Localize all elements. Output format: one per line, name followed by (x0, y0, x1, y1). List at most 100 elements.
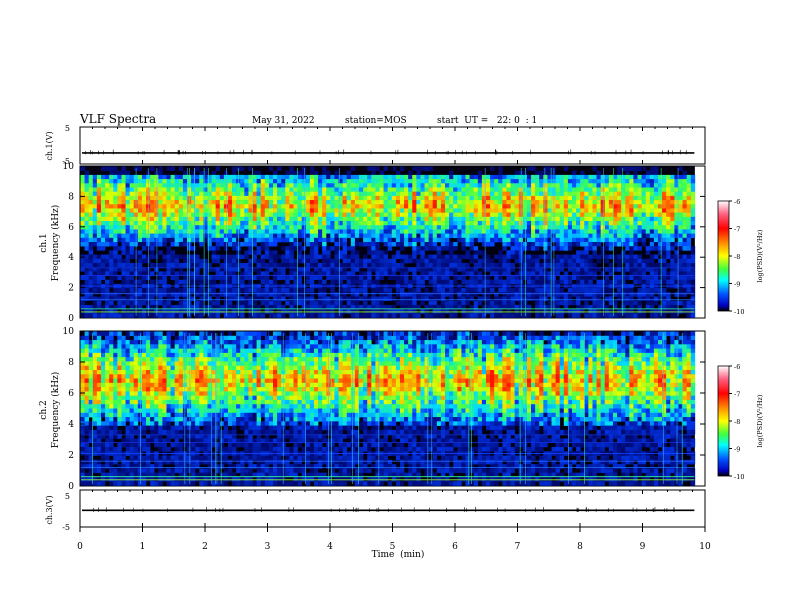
ch1-spectrogram-cell (658, 275, 663, 281)
ch1-spectrogram-cell (690, 267, 696, 272)
ch1-spectrogram-cell (113, 174, 118, 180)
ch1-spectrogram-cell (289, 195, 294, 201)
ch1-spectrogram-cell (604, 258, 610, 264)
ch1-spectrogram-cell (105, 237, 110, 243)
ch1-spectrogram-cell (162, 174, 167, 180)
ch1-spectrogram-cell (510, 229, 515, 234)
ch1-spectrogram-cell (477, 233, 483, 239)
ch1-spectrogram-cell (572, 271, 577, 276)
ch1-spectrogram-cell (117, 288, 122, 293)
ch1-spectrogram-cell (490, 187, 495, 192)
ch1-spectrogram-cell (285, 195, 290, 201)
ch1-spectrogram-cell (375, 212, 380, 218)
ch1-spectrogram-cell (531, 183, 536, 188)
ch1-spectrogram-cell (215, 275, 221, 281)
ch1-spectrogram-cell (617, 267, 622, 272)
ch1-spectrogram-cell (653, 288, 659, 293)
ch1-spectrogram-cell (281, 246, 286, 251)
ch1-spectrogram-cell (436, 237, 442, 243)
ch1-spectrogram-cell (84, 267, 89, 272)
ch1-spectrogram-cell (666, 221, 671, 226)
ch1-spectrogram-cell (658, 262, 663, 268)
ch1-spectrogram-cell (576, 187, 581, 192)
ch1-spectrogram-cell (453, 204, 458, 209)
ch1-spectrogram-cell (338, 275, 343, 281)
ch1-spectrogram-cell (436, 254, 442, 260)
ch1-spectrogram-cell (563, 271, 569, 276)
ch1-spectrogram-cell (367, 221, 372, 226)
ch1-spectrogram-cell (547, 292, 552, 297)
ch1-spectrogram-cell (293, 208, 298, 213)
ch1-spectrogram-cell (506, 237, 511, 243)
ch1-spectrogram-cell (113, 242, 118, 247)
ch1-spectrogram-cell (109, 258, 114, 264)
ch1-spectrogram-cell (391, 183, 397, 188)
ch1-spectrogram-cell (281, 204, 286, 209)
ch1-spectrogram-cell (170, 292, 176, 297)
ch1-spectrogram-cell (383, 258, 388, 264)
ch1-spectrogram-cell (170, 296, 176, 302)
ch1-spectrogram-cell (186, 267, 192, 272)
ch1-spectrogram-cell (191, 225, 196, 230)
ch1-spectrogram-cell (297, 292, 302, 297)
ch1-spectrogram-cell (256, 275, 262, 281)
ch1-spectrogram-cell (252, 195, 257, 201)
ch1-spectrogram-cell (490, 191, 495, 197)
ch1-spectrogram-cell (256, 233, 262, 239)
ch1-spectrogram-cell (354, 304, 360, 310)
ch1-spectrogram-cell (273, 179, 278, 184)
ch1-spectrogram-cell (531, 174, 536, 180)
ch1-spectrogram-cell (252, 258, 257, 264)
ch1-spectrogram-cell (186, 262, 192, 268)
ch1-spectrogram-cell (342, 304, 348, 310)
ch1-spectrogram-cell (629, 300, 634, 306)
ch1-spectrogram-cell (297, 229, 302, 234)
ch1-spectrogram-cell (621, 275, 626, 281)
ch1-spectrogram-cell (121, 242, 126, 247)
ch1-spectrogram-cell (125, 246, 130, 251)
ch1-spectrogram-cell (469, 200, 474, 205)
ch1-spectrogram-cell (490, 208, 495, 213)
ch1-spectrogram-cell (277, 187, 282, 192)
ch1-spectrogram-cell (690, 208, 696, 213)
ch1-spectrogram-cell (531, 187, 536, 192)
ch1-spectrogram-cell (584, 229, 589, 234)
ch1-spectrogram-cell (162, 279, 167, 285)
ch1-spectrogram-cell (395, 275, 401, 281)
ch1-spectrogram-cell (424, 296, 429, 302)
ch1-spectrogram-cell (100, 200, 106, 205)
ch1-spectrogram-cell (178, 195, 184, 201)
ch1-spectrogram-cell (273, 250, 278, 255)
ch1-spectrogram-cell (555, 233, 561, 239)
ch1-spectrogram-cell (412, 212, 417, 218)
ch1-spectrogram-cell (121, 225, 126, 230)
ch1-spectrogram-cell (535, 288, 540, 293)
ch1-spectrogram-cell (670, 267, 675, 272)
ch1-spectrogram-cell (350, 304, 356, 310)
ch1-spectrogram-cell (596, 179, 601, 184)
ch1-spectrogram-cell (502, 183, 507, 188)
ch1-spectrogram-cell (150, 174, 155, 180)
ch1-spectrogram-cell (375, 300, 380, 306)
ch1-spectrogram-cell (453, 174, 458, 180)
ch1-spectrogram-cell (645, 195, 651, 201)
ch1-spectrogram-cell (252, 187, 257, 192)
ch1-spectrogram-cell (465, 262, 470, 268)
ch1-spectrogram-cell (420, 275, 425, 281)
ch1-spectrogram-cell (645, 267, 651, 272)
ch1-spectrogram-cell (457, 212, 462, 218)
ch1-spectrogram-cell (121, 221, 126, 226)
ch1-spectrogram-cell (154, 174, 159, 180)
ch1-spectrogram-cell (424, 187, 429, 192)
ch1-spectrogram-cell (350, 267, 356, 272)
ch1-spectrogram-cell (502, 300, 507, 306)
ch1-spectrogram-cell (248, 166, 253, 171)
ch1-spectrogram-cell (281, 309, 286, 314)
ch1-spectrogram-cell (395, 242, 401, 247)
ch1-spectrogram-cell (322, 187, 327, 192)
ch1-spectrogram-cell (506, 279, 511, 285)
ch1-spectrogram-cell (649, 262, 655, 268)
ch1-spectrogram-cell (350, 212, 356, 218)
ch1-spectrogram-cell (281, 183, 286, 188)
ch1-spectrogram-cell (84, 229, 89, 234)
